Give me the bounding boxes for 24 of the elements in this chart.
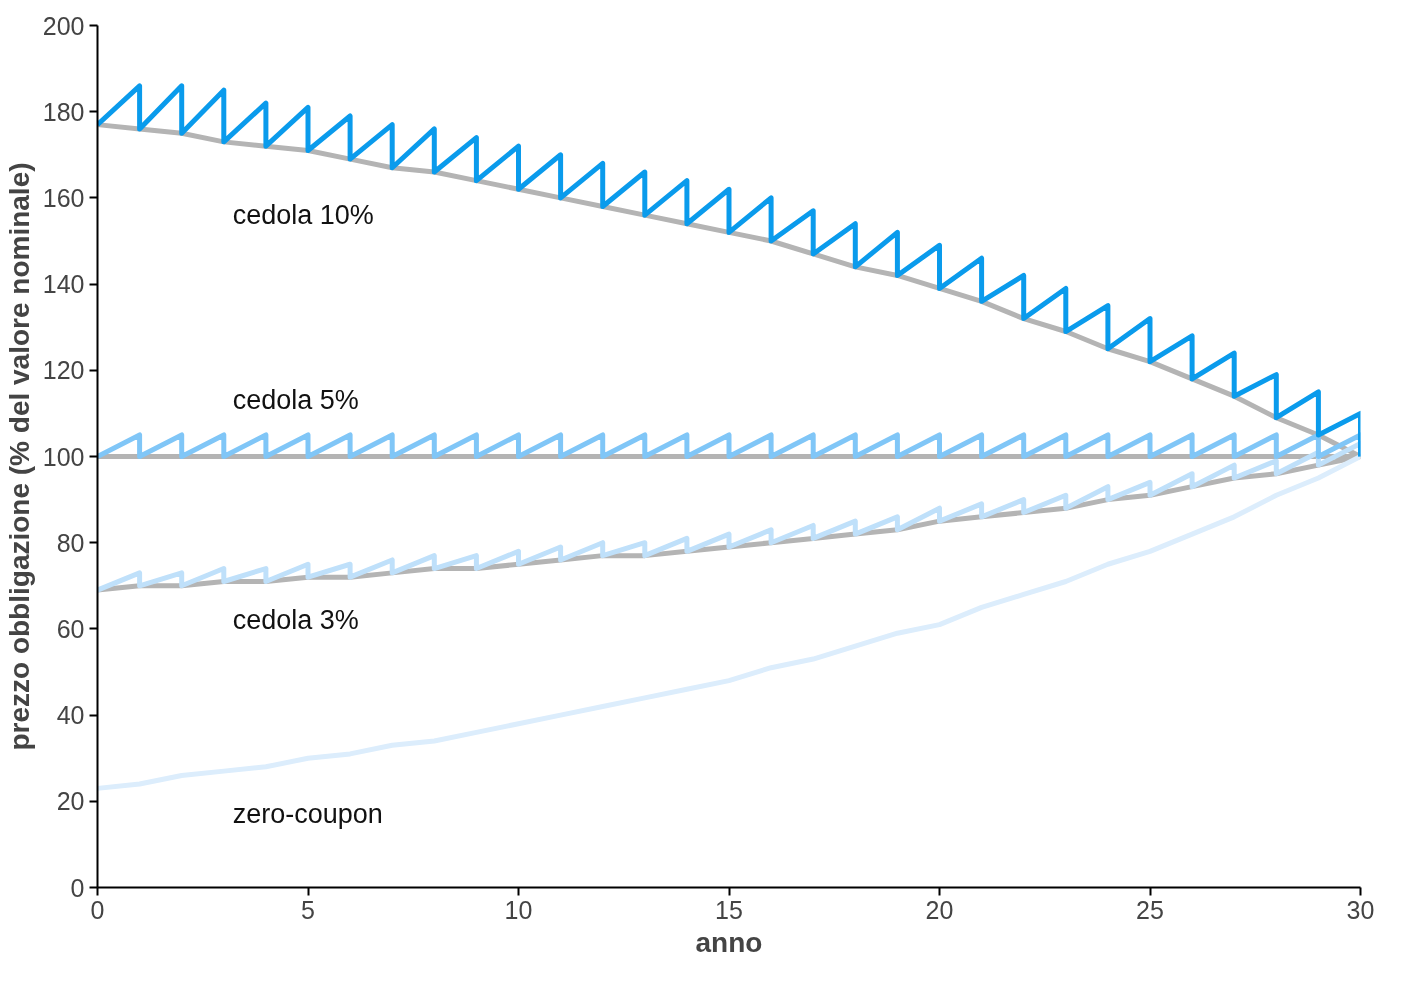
x-tick-label: 0 <box>90 895 105 924</box>
annotation: zero-coupon <box>232 799 383 830</box>
y-tick-label: 80 <box>56 528 85 557</box>
x-tick-label: 10 <box>504 895 533 924</box>
y-tick-label: 20 <box>56 787 85 816</box>
y-tick-label: 120 <box>42 356 85 385</box>
y-tick-label: 100 <box>42 442 85 471</box>
y-tick-label: 160 <box>42 183 85 212</box>
y-tick-label: 200 <box>42 11 85 40</box>
annotation: cedola 10% <box>232 200 374 231</box>
y-tick-label: 60 <box>56 614 85 643</box>
y-tick-label: 140 <box>42 270 85 299</box>
annotation: cedola 5% <box>232 385 359 416</box>
x-tick-label: 15 <box>715 895 743 924</box>
x-tick-label: 30 <box>1346 895 1375 924</box>
x-axis-title: anno <box>695 926 763 958</box>
y-tick-label: 180 <box>42 97 85 126</box>
y-tick-label: 40 <box>56 701 85 730</box>
x-tick-label: 25 <box>1136 895 1164 924</box>
annotation: cedola 3% <box>232 605 359 636</box>
y-tick-label: 0 <box>70 873 85 902</box>
x-tick-label: 20 <box>925 895 954 924</box>
y-axis-title: prezzo obbligazione (% del valore nominale) <box>3 162 35 751</box>
x-tick-label: 5 <box>301 895 315 924</box>
